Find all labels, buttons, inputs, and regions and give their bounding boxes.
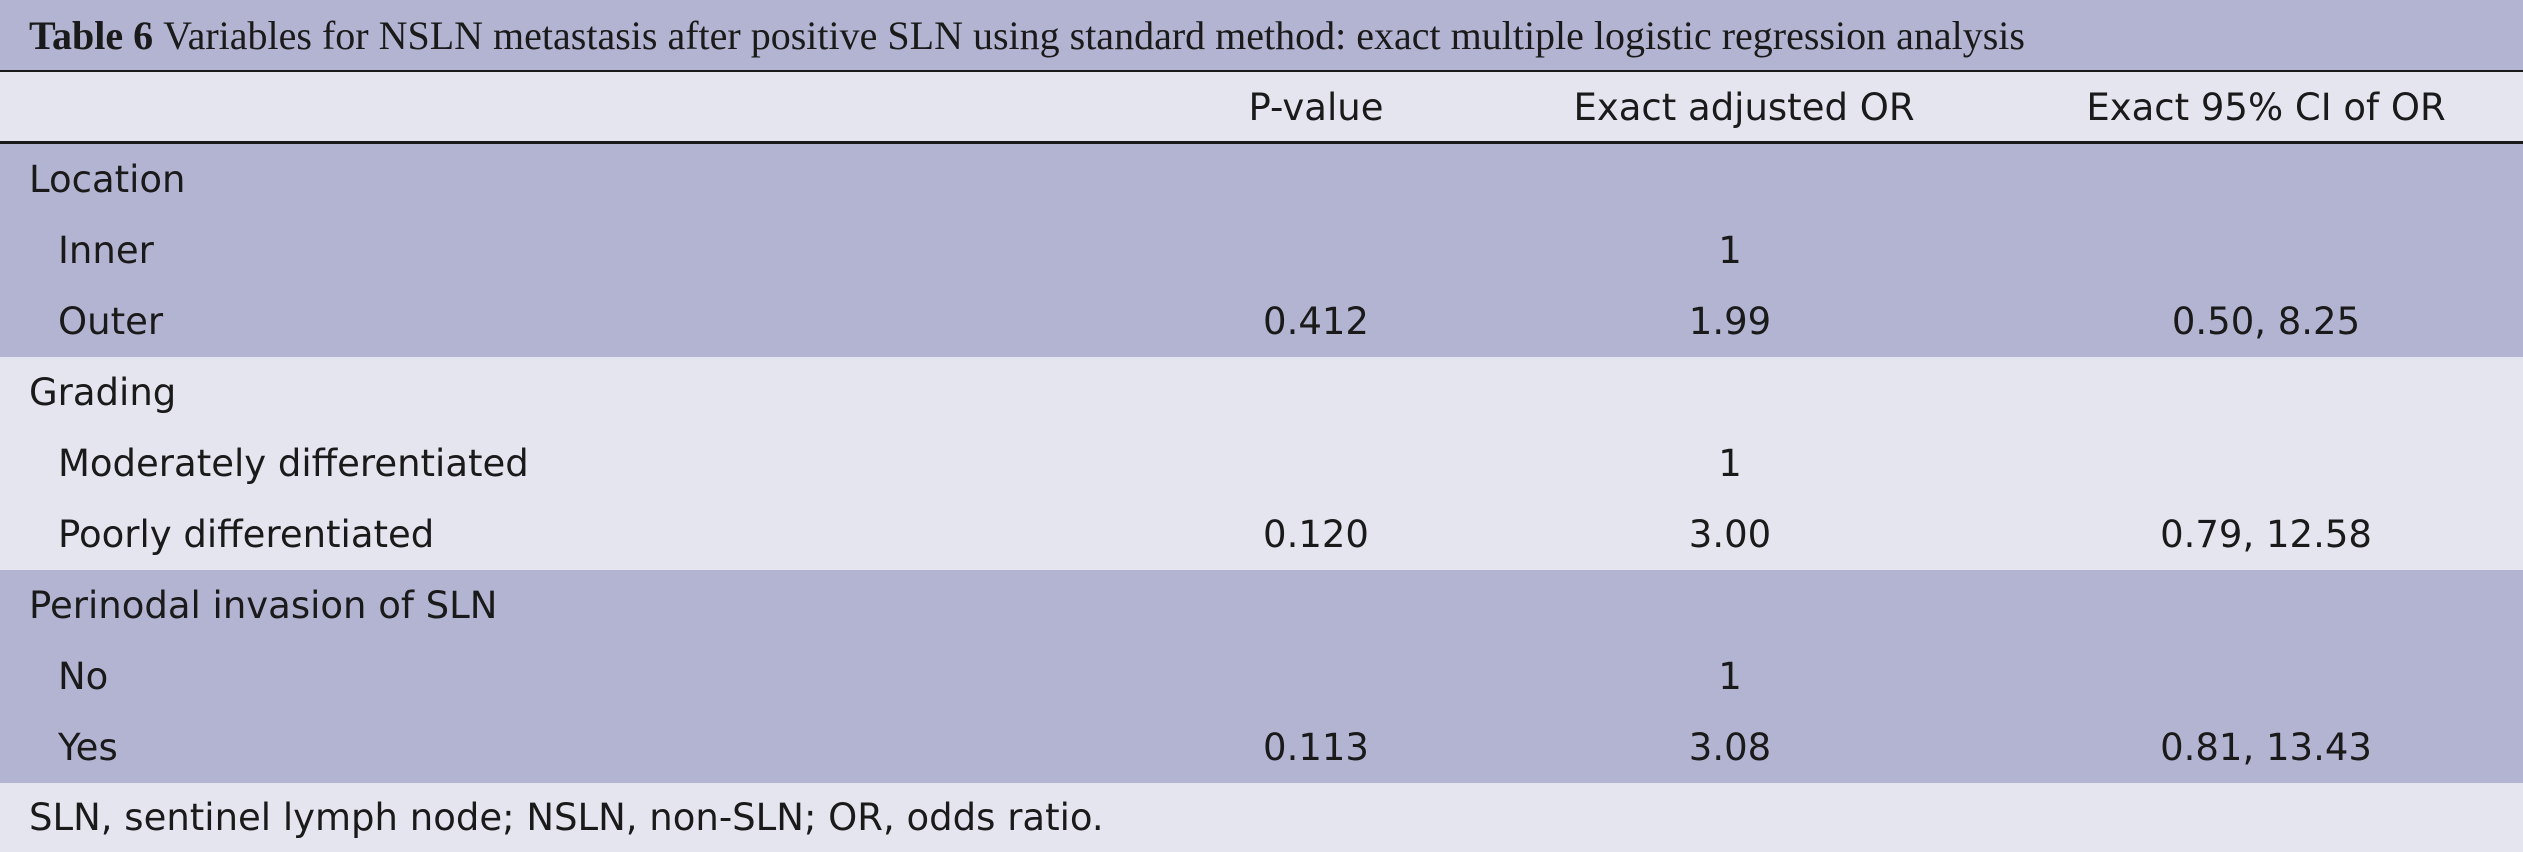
group-label: Perinodal invasion of SLN (29, 584, 498, 627)
cell-value: 0.120 (1263, 513, 1369, 556)
cell-value: 3.08 (1688, 726, 1772, 769)
group-label: Location (29, 158, 186, 201)
cell-value: 0.113 (1263, 726, 1369, 769)
group-band (0, 570, 2523, 783)
table-title: Table 6 Variables for NSLN metastasis aft… (29, 0, 2025, 71)
cell-value: 1 (1718, 229, 1742, 272)
row-label: Outer (58, 300, 164, 343)
cell-value: 0.79, 12.58 (2160, 513, 2372, 556)
cell-value: 1 (1718, 655, 1742, 698)
row-label: Poorly differentiated (58, 513, 435, 556)
row-label: Inner (58, 229, 154, 272)
title-bar (0, 0, 2523, 71)
cell-value: 3.00 (1688, 513, 1772, 556)
cell-value: 1 (1718, 442, 1742, 485)
table-caption: Variables for NSLN metastasis after posi… (163, 13, 2025, 58)
column-header: P-value (1248, 86, 1384, 129)
group-band (0, 144, 2523, 357)
group-band (0, 357, 2523, 570)
table-number: Table 6 (29, 13, 154, 58)
cell-value: 0.412 (1263, 300, 1369, 343)
group-label: Grading (29, 371, 177, 414)
cell-value: 0.81, 13.43 (2160, 726, 2372, 769)
row-label: Moderately differentiated (58, 442, 529, 485)
column-header: Exact 95% CI of OR (2086, 86, 2446, 129)
row-label: Yes (58, 726, 118, 769)
cell-value: 1.99 (1688, 300, 1772, 343)
footnote: SLN, sentinel lymph node; NSLN, non-SLN;… (29, 796, 1104, 839)
column-header: Exact adjusted OR (1573, 86, 1915, 129)
rule (0, 70, 2523, 72)
row-label: No (58, 655, 109, 698)
cell-value: 0.50, 8.25 (2171, 300, 2361, 343)
rule (0, 141, 2523, 144)
